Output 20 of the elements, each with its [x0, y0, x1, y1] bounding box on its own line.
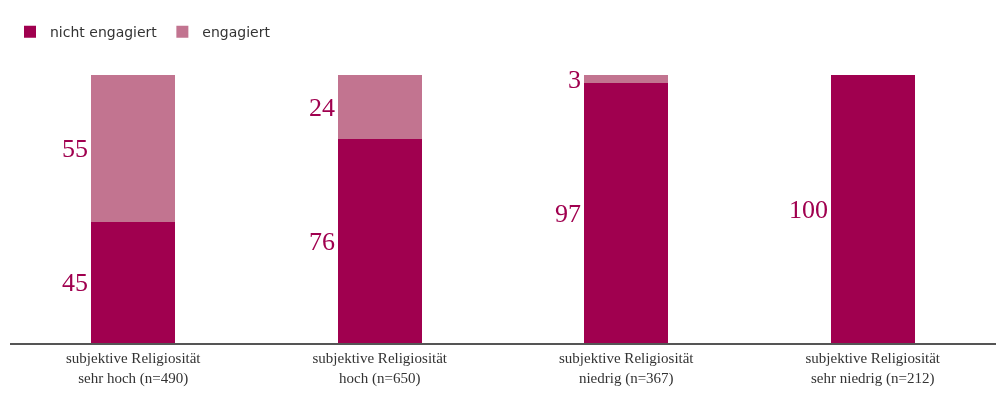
- bar: [830, 75, 915, 343]
- data-label: 24: [309, 93, 335, 122]
- data-label: 3: [568, 65, 581, 94]
- bar: [584, 75, 669, 84]
- x-tick-label: subjektive Religiosität niedrig (n=367): [558, 350, 695, 387]
- bar: [584, 83, 669, 343]
- legend-label: engagiert: [202, 24, 271, 41]
- x-tick-label: subjektive Religiosität sehr niedrig (n=212): [805, 350, 941, 387]
- x-tick-label: subjektive Religiosität sehr hoch (n=490): [65, 350, 202, 387]
- bar: [91, 222, 176, 343]
- legend-label: nicht engagiert: [50, 24, 158, 41]
- data-label: 76: [309, 227, 335, 256]
- bar: [337, 139, 422, 343]
- x-tick-label: subjektive Religiosität hoch (n=650): [312, 350, 448, 387]
- bar: [91, 75, 176, 223]
- data-label: 100: [789, 195, 828, 224]
- bar: [337, 75, 422, 140]
- data-label: 45: [62, 268, 88, 297]
- data-label: 55: [62, 134, 88, 163]
- data-label: 97: [555, 199, 581, 228]
